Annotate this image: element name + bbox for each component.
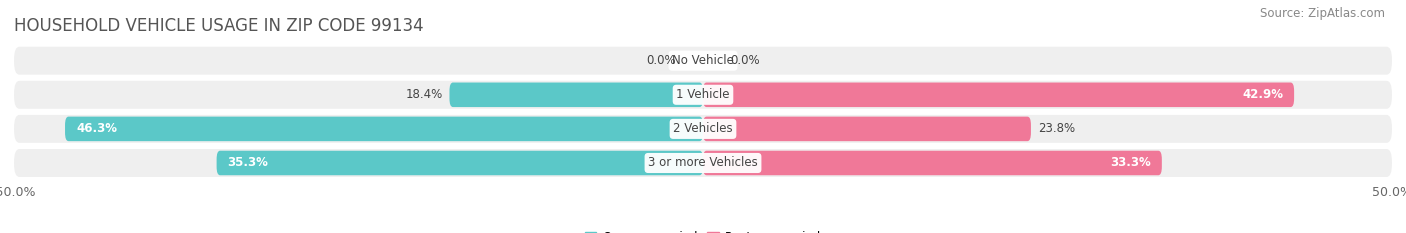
FancyBboxPatch shape — [14, 47, 1392, 75]
FancyBboxPatch shape — [703, 82, 1294, 107]
Text: 2 Vehicles: 2 Vehicles — [673, 122, 733, 135]
FancyBboxPatch shape — [14, 81, 1392, 109]
Text: 0.0%: 0.0% — [645, 54, 675, 67]
Text: 42.9%: 42.9% — [1241, 88, 1284, 101]
Text: 3 or more Vehicles: 3 or more Vehicles — [648, 157, 758, 169]
Text: No Vehicle: No Vehicle — [672, 54, 734, 67]
FancyBboxPatch shape — [703, 116, 1031, 141]
FancyBboxPatch shape — [703, 151, 1161, 175]
FancyBboxPatch shape — [65, 116, 703, 141]
Text: 33.3%: 33.3% — [1111, 157, 1152, 169]
Text: 1 Vehicle: 1 Vehicle — [676, 88, 730, 101]
Text: 18.4%: 18.4% — [405, 88, 443, 101]
FancyBboxPatch shape — [14, 149, 1392, 177]
Text: 46.3%: 46.3% — [76, 122, 117, 135]
Text: 23.8%: 23.8% — [1038, 122, 1076, 135]
FancyBboxPatch shape — [450, 82, 703, 107]
Text: 35.3%: 35.3% — [228, 157, 269, 169]
Text: HOUSEHOLD VEHICLE USAGE IN ZIP CODE 99134: HOUSEHOLD VEHICLE USAGE IN ZIP CODE 9913… — [14, 17, 423, 35]
Text: Source: ZipAtlas.com: Source: ZipAtlas.com — [1260, 7, 1385, 20]
FancyBboxPatch shape — [14, 115, 1392, 143]
Legend: Owner-occupied, Renter-occupied: Owner-occupied, Renter-occupied — [579, 226, 827, 233]
Text: 0.0%: 0.0% — [731, 54, 761, 67]
FancyBboxPatch shape — [217, 151, 703, 175]
